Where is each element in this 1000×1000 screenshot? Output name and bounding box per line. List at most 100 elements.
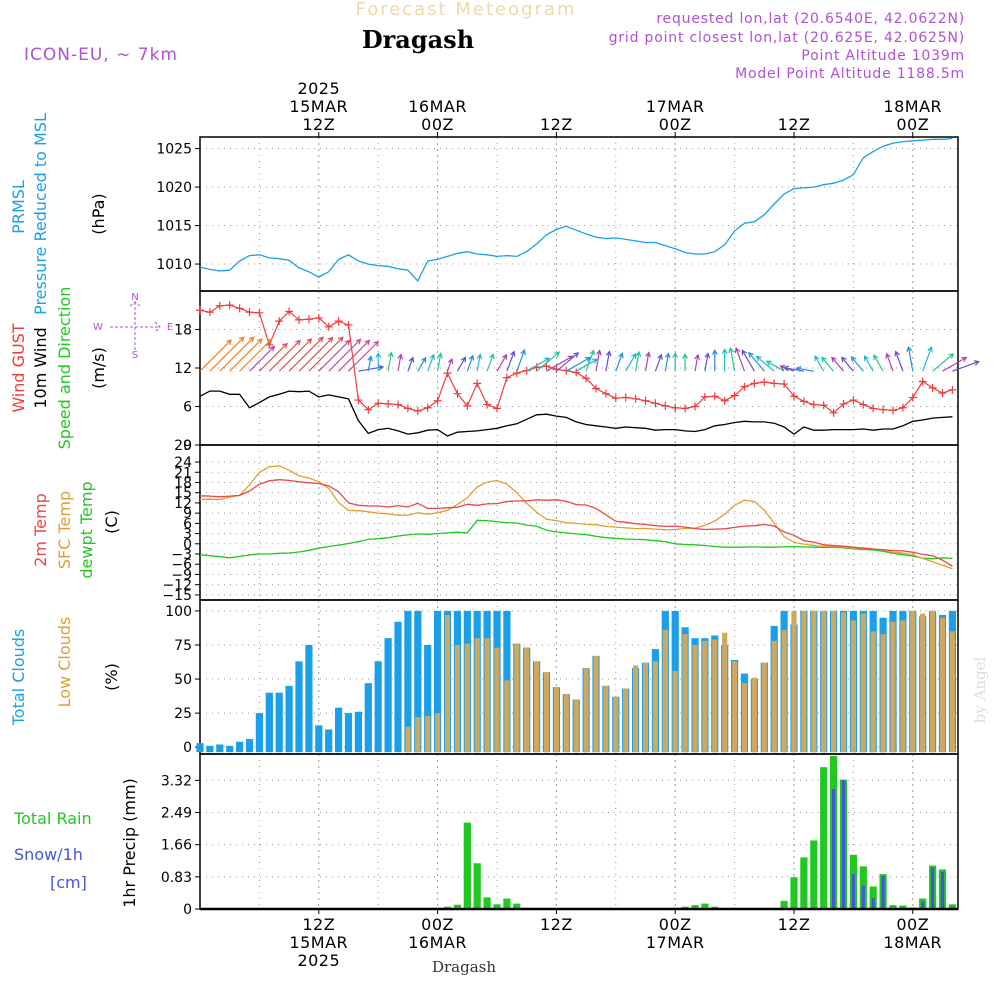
snow-bar <box>832 788 836 909</box>
wind-gust-marker <box>364 405 373 414</box>
low-cloud-bar <box>613 696 619 753</box>
low-cloud-bar <box>890 621 896 753</box>
low-cloud-bar <box>623 688 629 753</box>
wind-gust-marker <box>750 379 759 388</box>
total-cloud-bar <box>226 745 234 753</box>
low-cloud-bar <box>504 680 510 753</box>
wind-direction-arrow <box>932 353 955 372</box>
low-cloud-bar <box>672 670 678 753</box>
snow-bar <box>871 898 875 909</box>
wind-direction-arrow <box>258 342 288 372</box>
low-cloud-bar <box>405 726 411 753</box>
low-cloud-bar <box>910 610 916 753</box>
wind-direction-arrow <box>268 339 301 372</box>
pressure-label-desc: Pressure Reduced to MSL <box>31 113 50 315</box>
wind-direction-arrow <box>585 349 595 372</box>
temp-label-unit: (C) <box>102 510 121 534</box>
low-cloud-bar <box>494 647 500 753</box>
temperature-tick-label: 9 <box>183 506 192 522</box>
pressure-tick-label: 1010 <box>156 257 192 273</box>
low-cloud-bar <box>474 638 480 753</box>
precip-label-unit: 1hr Precip (mm) <box>120 778 139 908</box>
wind-gust-marker <box>928 383 937 392</box>
total-cloud-bar <box>325 729 333 753</box>
pressure-grid: 1010 1015 1020 1025 <box>156 136 959 292</box>
wind-direction-arrow <box>952 360 980 372</box>
wind-gust-marker <box>225 301 234 310</box>
low-cloud-bar <box>534 661 540 753</box>
wind-speed-line <box>199 390 953 437</box>
temperature-tick-label: 6 <box>183 516 192 532</box>
low-cloud-bar <box>821 610 827 753</box>
low-cloud-bar <box>801 610 807 753</box>
wind-direction-arrow <box>850 356 864 372</box>
wind-gust-marker <box>799 397 808 406</box>
wind-gust-marker <box>413 406 422 415</box>
low-cloud-bar <box>722 632 728 753</box>
pressure-label-unit: (hPa) <box>89 193 108 234</box>
wind-direction-arrow <box>728 346 736 372</box>
low-cloud-bar <box>870 631 876 753</box>
low-cloud-bar <box>811 610 817 753</box>
wind-gust-marker <box>621 393 630 402</box>
wind-gust-marker <box>740 382 749 391</box>
wind-gust-marker <box>493 404 501 413</box>
total-cloud-bar <box>255 713 263 753</box>
wind-gust-marker <box>691 402 699 411</box>
temp-label-sfc: SFC Temp <box>55 491 74 569</box>
low-cloud-bar <box>900 620 906 753</box>
snow-bar <box>851 874 855 909</box>
wind-gust-marker <box>948 385 957 394</box>
bottom-time-label: 00Z <box>421 915 454 934</box>
precip-grid: 0 0.83 1.66 2.49 3.32 <box>161 753 959 918</box>
top-time-label: 00Z <box>659 115 692 134</box>
compass-arrows <box>110 301 161 352</box>
wind-direction-arrow <box>840 356 854 372</box>
wind-gust-marker <box>631 394 640 403</box>
top-time-label: 00Z <box>896 115 929 134</box>
wind-gust-marker <box>572 368 581 377</box>
wind-gust-marker <box>879 405 888 414</box>
wind-direction-arrow <box>721 347 728 372</box>
wind-direction-arrow <box>704 352 711 372</box>
wind-direction-arrow <box>328 338 362 372</box>
requested-coords: requested lon,lat (20.6540E, 42.0622N) <box>656 11 965 27</box>
wind-direction-arrow <box>795 366 814 372</box>
pressure-label-prmsl: PRMSL <box>9 180 28 234</box>
temperature-tick-label: 21 <box>174 465 192 481</box>
wind-gust-marker <box>898 403 907 412</box>
total-cloud-bar <box>245 739 254 753</box>
wind-gust-marker <box>809 400 818 409</box>
rain-bar <box>869 886 877 909</box>
wind-gust-marker <box>453 389 462 398</box>
low-cloud-bar <box>850 620 856 753</box>
temperature-tick-label: −9 <box>171 567 192 583</box>
low-cloud-bar <box>593 655 599 753</box>
low-cloud-bar <box>860 613 866 753</box>
temperature-tick-label: 12 <box>174 496 192 512</box>
wind-direction-arrow <box>906 345 914 372</box>
low-cloud-bar <box>603 685 609 753</box>
clouds-label-total: Total Clouds <box>9 629 28 727</box>
wind-gust-marker <box>641 396 650 405</box>
wind-direction-arrow <box>605 350 612 372</box>
wind-direction-arrow <box>209 336 245 372</box>
low-cloud-bar <box>454 644 460 753</box>
wind-gust-marker <box>651 399 660 408</box>
wind-gust-marker <box>681 404 690 413</box>
wind-label-10m: 10m Wind <box>31 327 50 408</box>
wind-gust-marker <box>790 392 798 401</box>
wind-gust-marker <box>245 308 254 317</box>
wind-direction-arrow <box>942 356 968 372</box>
wind-direction-arrow <box>694 353 701 372</box>
low-cloud-bar <box>652 661 658 753</box>
wind-gust-marker <box>661 401 670 410</box>
total-cloud-bar <box>344 713 353 753</box>
low-cloud-bar <box>484 638 490 753</box>
low-cloud-bar <box>444 614 451 753</box>
bottom-time-label: 00Z <box>659 915 692 934</box>
wind-direction-arrow <box>644 351 651 372</box>
low-cloud-bar <box>939 617 946 753</box>
rain-bar <box>483 897 491 909</box>
